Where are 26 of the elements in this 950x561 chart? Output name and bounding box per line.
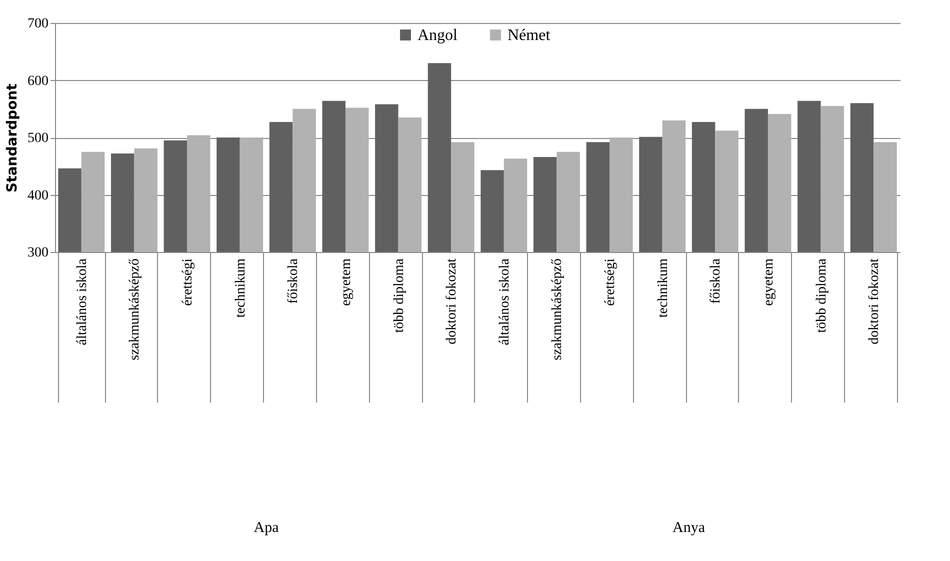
- y-tick-label: 600: [28, 74, 48, 89]
- x-tick-label: érettségi: [603, 258, 618, 306]
- x-tick-label: általános iskola: [74, 258, 90, 346]
- x-tick-label: technikum: [233, 258, 248, 318]
- x-tick-label: általános iskola: [497, 258, 512, 346]
- x-tick-label: technikum: [656, 258, 671, 318]
- x-tick-label: doktori fokozat: [867, 258, 882, 344]
- x-tick-label: érettségi: [180, 258, 196, 306]
- y-axis-title: Standardpont: [4, 83, 20, 192]
- x-tick-label: főiskola: [708, 258, 724, 304]
- x-tick-label: több diploma: [392, 258, 407, 333]
- x-tick-label: főiskola: [286, 258, 302, 304]
- x-tick-label: egyetem: [338, 258, 354, 306]
- x-tick-label: szakmunkásképző: [550, 258, 566, 360]
- x-tick-label: szakmunkásképző: [128, 258, 143, 360]
- text: Apa: [254, 520, 280, 536]
- x-tick-label: doktori fokozat: [444, 258, 460, 344]
- x-tick-label: egyetem: [761, 258, 776, 306]
- y-tick-label: 300: [28, 246, 48, 260]
- text: Anya: [672, 520, 706, 536]
- y-tick-label: 500: [28, 131, 48, 146]
- legend-label: Angol: [418, 27, 458, 44]
- y-tick-label: 400: [28, 188, 48, 204]
- legend-label: Német: [508, 27, 551, 44]
- x-tick-label: több diploma: [814, 258, 830, 333]
- y-tick-label: 700: [28, 16, 48, 32]
